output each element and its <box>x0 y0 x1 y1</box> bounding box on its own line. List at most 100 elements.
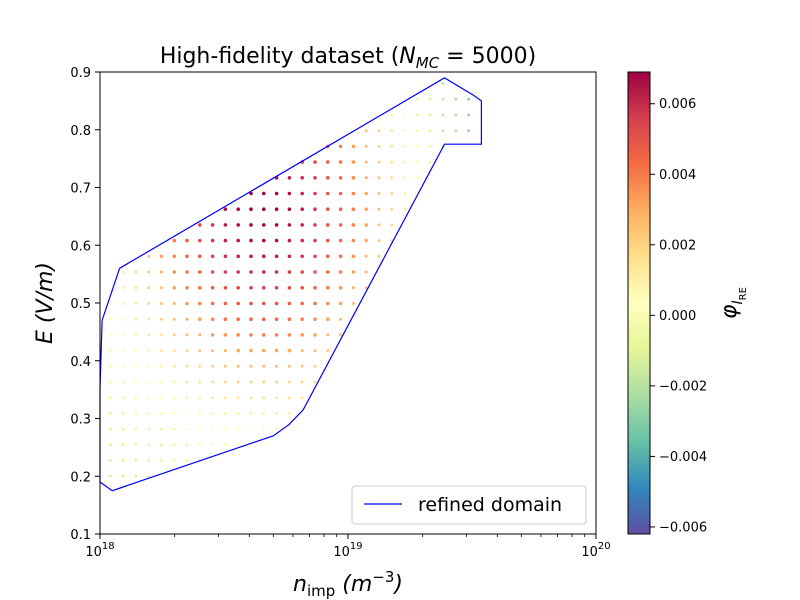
colorbar-tick-label: 0.002 <box>659 238 696 253</box>
scatter-point <box>159 254 164 259</box>
scatter-point <box>172 396 176 400</box>
scatter-point <box>287 238 292 243</box>
x-tick-label: 1019 <box>333 541 362 560</box>
x-axis-label: nimp (m−3) <box>293 568 403 600</box>
scatter-point <box>287 176 292 180</box>
scatter-point <box>262 348 266 353</box>
scatter-point <box>147 443 151 447</box>
scatter-point <box>121 459 125 462</box>
scatter-point <box>300 349 304 353</box>
scatter-point <box>121 286 125 290</box>
scatter-point <box>287 270 292 274</box>
scatter-point <box>390 223 394 227</box>
scatter-point <box>211 364 215 368</box>
scatter-point <box>262 396 266 400</box>
scatter-point <box>236 427 240 431</box>
scatter-point <box>223 396 227 400</box>
scatter-point <box>185 286 189 290</box>
scatter-point <box>211 443 215 447</box>
scatter-point <box>274 254 279 259</box>
scatter-point <box>262 254 266 259</box>
scatter-point <box>300 380 304 384</box>
scatter-point <box>160 459 163 462</box>
scatter-points <box>108 82 471 478</box>
scatter-point <box>313 176 317 180</box>
scatter-point <box>274 191 279 196</box>
scatter-point <box>108 411 112 415</box>
colorbar-tick-label: −0.006 <box>659 520 707 535</box>
scatter-point <box>185 380 189 384</box>
scatter-point <box>351 191 356 196</box>
y-tick-label: 0.1 <box>70 528 91 543</box>
scatter-point <box>249 317 253 322</box>
scatter-point <box>274 207 279 211</box>
scatter-point <box>364 286 368 290</box>
scatter-point <box>172 238 177 243</box>
scatter-point <box>415 97 419 101</box>
scatter-point <box>351 286 355 290</box>
scatter-point <box>223 411 227 415</box>
scatter-point <box>441 113 445 117</box>
scatter-point <box>108 459 112 462</box>
scatter-point <box>262 191 266 196</box>
colorbar-tick-label: 0.000 <box>659 309 696 324</box>
scatter-point <box>338 207 343 211</box>
scatter-point <box>441 97 445 101</box>
scatter-point <box>351 238 356 243</box>
scatter-point <box>287 254 292 259</box>
scatter-point <box>134 349 138 353</box>
scatter-point <box>403 192 407 195</box>
scatter-point <box>377 160 381 164</box>
scatter-point <box>377 254 381 258</box>
scatter-point <box>185 396 189 400</box>
y-tick-label: 0.6 <box>70 239 91 254</box>
chart-title: High-fidelity dataset (NMC = 5000) <box>160 44 536 72</box>
scatter-point <box>338 144 343 149</box>
scatter-point <box>236 348 240 353</box>
scatter-point <box>236 411 240 415</box>
scatter-point <box>249 238 253 243</box>
scatter-point <box>236 238 240 243</box>
scatter-point <box>377 129 381 133</box>
scatter-point <box>274 317 279 322</box>
scatter-point <box>223 223 228 227</box>
scatter-point <box>108 364 112 368</box>
scatter-point <box>108 443 112 447</box>
scatter-point <box>210 317 215 322</box>
scatter-point <box>249 207 253 211</box>
scatter-point <box>185 349 189 353</box>
scatter-point <box>172 364 176 368</box>
scatter-point <box>326 238 330 243</box>
scatter-point <box>160 270 163 274</box>
scatter-point <box>198 238 202 243</box>
scatter-point <box>185 427 189 431</box>
scatter-point <box>262 270 266 274</box>
scatter-point <box>390 129 394 133</box>
scatter-point <box>210 333 215 337</box>
scatter-point <box>134 443 138 447</box>
scatter-point <box>313 380 317 384</box>
scatter-point <box>134 270 138 274</box>
scatter-point <box>185 301 189 306</box>
scatter-point <box>249 427 253 431</box>
scatter-point <box>121 364 125 368</box>
scatter-point <box>223 333 228 337</box>
scatter-point <box>198 333 202 337</box>
scatter-point <box>390 176 394 180</box>
scatter-point <box>274 348 279 353</box>
scatter-point <box>377 192 381 195</box>
scatter-point <box>262 238 266 243</box>
scatter-point <box>249 333 253 337</box>
scatter-point <box>236 364 240 368</box>
scatter-point <box>160 443 163 447</box>
scatter-point <box>211 349 215 353</box>
scatter-point <box>211 380 215 384</box>
scatter-point <box>249 301 253 306</box>
x-axis-ticks: 1018 1019 1020 <box>85 534 611 560</box>
scatter-point <box>274 333 279 337</box>
scatter-point <box>262 223 266 227</box>
scatter-point <box>390 207 394 211</box>
scatter-point <box>210 270 215 274</box>
scatter-point <box>108 349 112 353</box>
